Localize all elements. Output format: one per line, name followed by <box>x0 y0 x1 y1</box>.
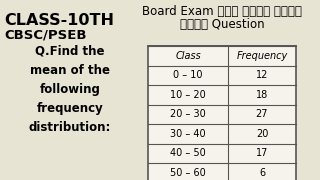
Text: Class: Class <box>175 51 201 61</box>
Text: 40 – 50: 40 – 50 <box>170 148 206 158</box>
Text: 10 – 20: 10 – 20 <box>170 90 206 100</box>
Text: following: following <box>40 83 100 96</box>
Text: distribution:: distribution: <box>29 121 111 134</box>
Text: 20 – 30: 20 – 30 <box>170 109 206 119</box>
Text: CLASS-10TH: CLASS-10TH <box>4 13 114 28</box>
Text: Board Exam में पूछे जाने: Board Exam में पूछे जाने <box>142 5 302 18</box>
Text: CBSC/PSEB: CBSC/PSEB <box>4 28 86 41</box>
Text: frequency: frequency <box>36 102 103 115</box>
Text: 27: 27 <box>256 109 268 119</box>
Text: 20: 20 <box>256 129 268 139</box>
Text: 30 – 40: 30 – 40 <box>170 129 206 139</box>
Text: 0 – 10: 0 – 10 <box>173 70 203 80</box>
Text: mean of the: mean of the <box>30 64 110 77</box>
Bar <box>148 46 296 180</box>
Text: 18: 18 <box>256 90 268 100</box>
Text: Frequency: Frequency <box>236 51 288 61</box>
Text: 50 – 60: 50 – 60 <box>170 168 206 178</box>
Text: 6: 6 <box>259 168 265 178</box>
Text: Q.Find the: Q.Find the <box>35 45 105 58</box>
Text: वाला Question: वाला Question <box>180 18 264 31</box>
Text: 12: 12 <box>256 70 268 80</box>
Text: 17: 17 <box>256 148 268 158</box>
